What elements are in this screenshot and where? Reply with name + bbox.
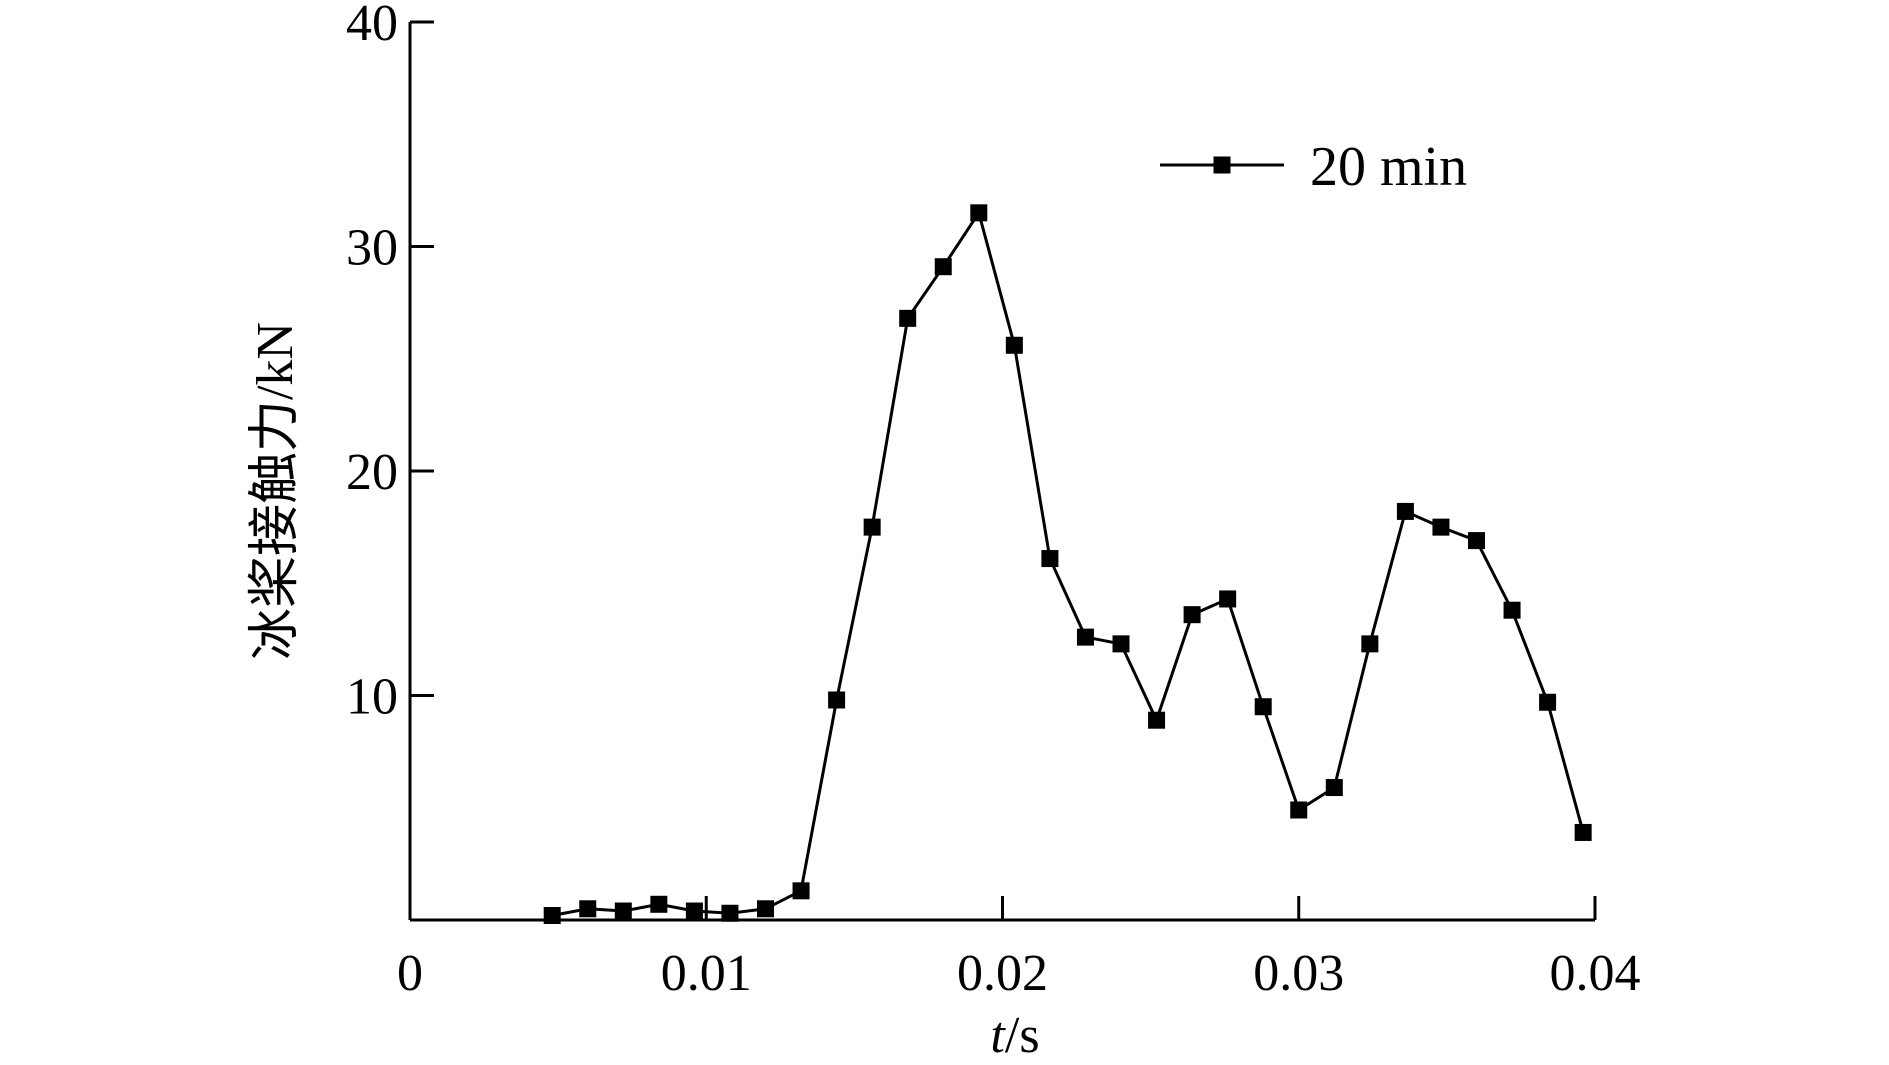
y-tick-label: 10 — [346, 669, 398, 726]
data-point — [579, 900, 597, 918]
x-tick-label: 0 — [397, 945, 423, 1002]
data-point — [1290, 801, 1308, 819]
y-tick-label: 40 — [346, 0, 398, 52]
data-point — [1112, 635, 1130, 653]
x-tick-label: 0.03 — [1253, 945, 1344, 1002]
x-tick-label: 0.01 — [661, 945, 752, 1002]
y-axis-title: 冰桨接触力/kN — [247, 322, 304, 660]
data-point — [899, 309, 917, 327]
data-point — [1076, 628, 1094, 646]
data-point — [1396, 502, 1414, 520]
data-point — [1183, 606, 1201, 624]
data-point — [757, 900, 774, 918]
x-axis-title: t/s — [990, 1007, 1039, 1064]
x-axis-title-italic: t — [990, 1007, 1006, 1064]
series-layer — [543, 204, 1592, 925]
y-ticks: 10 20 30 40 — [346, 0, 434, 726]
data-point — [614, 902, 632, 920]
x-ticks: 0 0.01 0.02 0.03 0.04 — [397, 896, 1641, 1002]
data-point — [1219, 590, 1237, 608]
data-point — [970, 204, 988, 222]
data-point — [1325, 779, 1343, 797]
data-point — [1503, 601, 1521, 619]
x-axis-title-unit: /s — [1005, 1007, 1040, 1064]
legend-marker — [1213, 156, 1231, 174]
data-point — [1361, 635, 1379, 653]
data-point — [721, 904, 739, 922]
legend: 20 min — [1160, 136, 1467, 198]
data-point — [1005, 336, 1023, 354]
x-tick-label: 0.04 — [1550, 945, 1641, 1002]
data-point — [1468, 532, 1485, 550]
data-point — [934, 258, 952, 276]
y-tick-label: 20 — [346, 444, 398, 501]
data-point — [1539, 693, 1557, 711]
data-point — [685, 902, 703, 920]
data-point — [543, 907, 561, 925]
x-tick-label: 0.02 — [957, 945, 1048, 1002]
data-point — [650, 895, 668, 913]
y-tick-label: 30 — [346, 220, 398, 277]
data-point — [1254, 698, 1272, 716]
legend-label: 20 min — [1310, 136, 1467, 198]
data-point — [828, 691, 846, 709]
data-point — [1574, 823, 1592, 841]
data-point — [1148, 711, 1166, 729]
series-line — [551, 209, 1585, 917]
data-point — [1432, 518, 1450, 536]
data-point — [792, 882, 810, 900]
data-point — [863, 518, 881, 536]
data-point — [1041, 550, 1059, 568]
